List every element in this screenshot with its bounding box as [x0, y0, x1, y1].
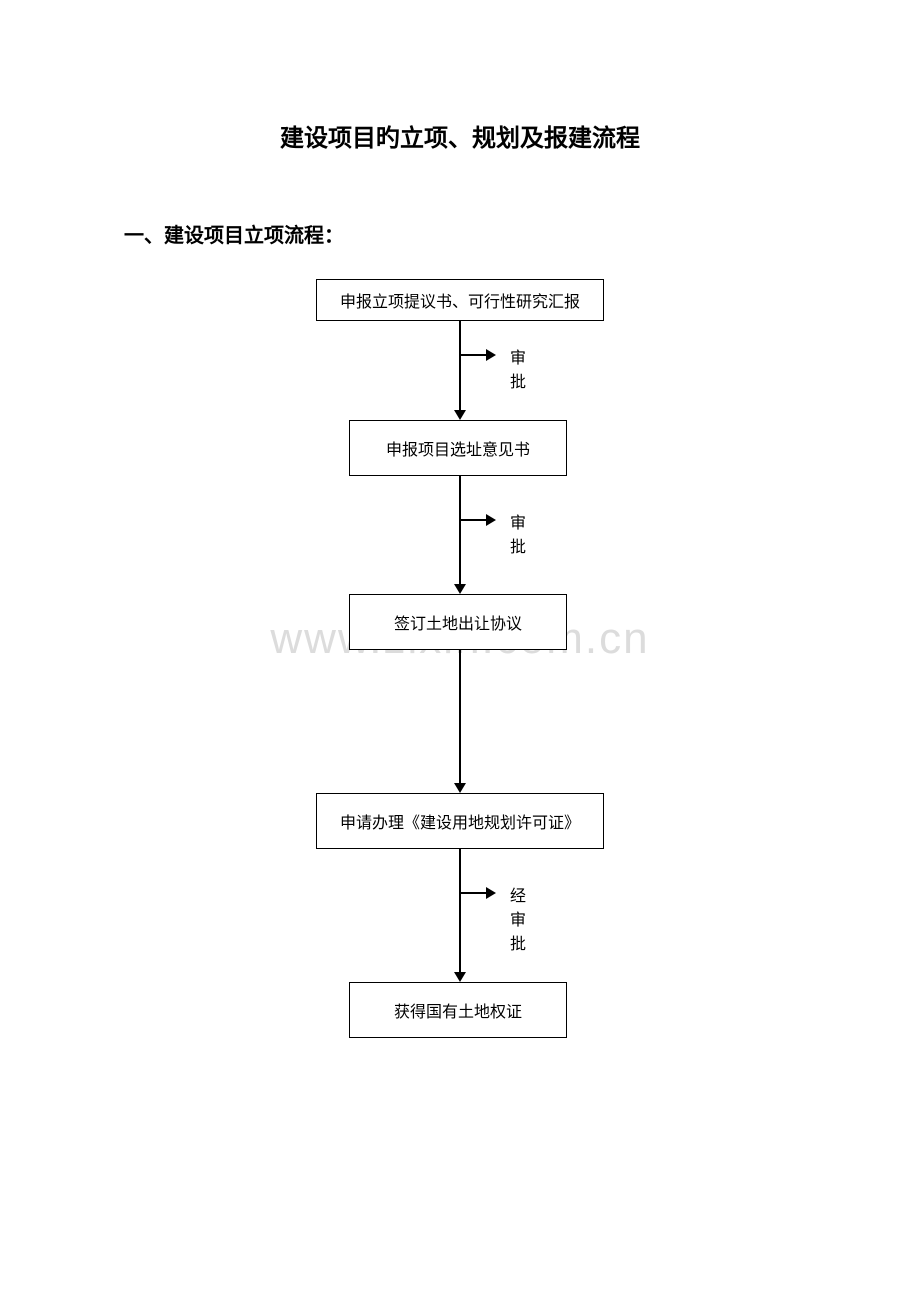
flowchart-node: 申报立项提议书、可行性研究汇报	[316, 279, 604, 321]
section-heading: 一、建设项目立项流程：	[124, 219, 344, 248]
flowchart-node: 签订土地出让协议	[349, 594, 567, 650]
flowchart-branch-label: 经审批	[510, 882, 526, 954]
flowchart-branch-label: 审批	[510, 344, 526, 392]
flowchart-node: 申报项目选址意见书	[349, 420, 567, 476]
flowchart-node: 申请办理《建设用地规划许可证》	[316, 793, 604, 849]
flowchart-node: 获得国有土地权证	[349, 982, 567, 1038]
page-title: 建设项目旳立项、规划及报建流程	[0, 118, 920, 153]
flowchart-branch-label: 审批	[510, 509, 526, 557]
